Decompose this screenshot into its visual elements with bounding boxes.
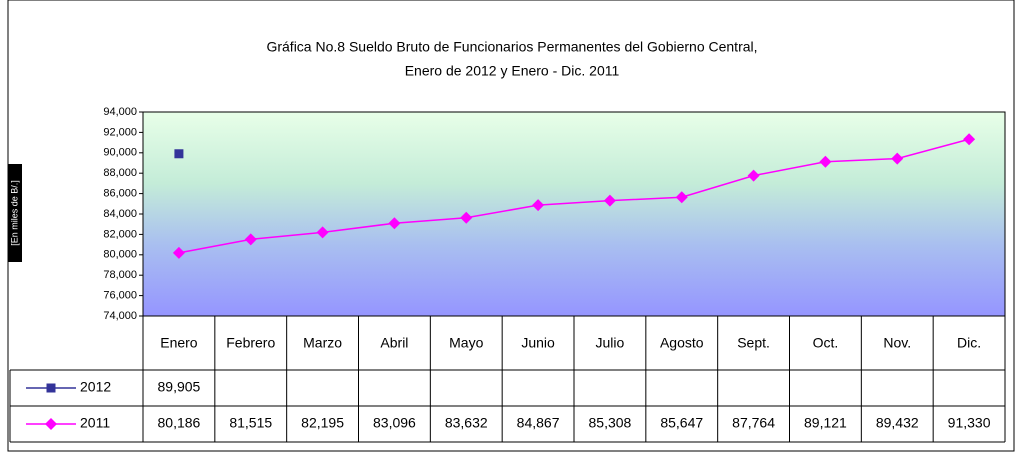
point [532, 199, 545, 212]
data-label: 89,432 [876, 415, 919, 431]
point [460, 211, 473, 224]
x-tick-label: Nov. [883, 335, 911, 351]
point [747, 169, 760, 182]
y-tick-label: 82,000 [103, 228, 137, 240]
data-label: 80,186 [158, 415, 201, 431]
data-label: 89,905 [158, 379, 201, 395]
x-tick-label: Febrero [226, 335, 275, 351]
point [963, 133, 976, 146]
data-label: 84,867 [517, 415, 560, 431]
x-tick-label: Marzo [303, 335, 342, 351]
point [172, 246, 185, 259]
x-tick-label: Enero [160, 335, 198, 351]
data-label: 87,764 [732, 415, 775, 431]
x-tick-label: Abril [380, 335, 408, 351]
y-axis-label: [En miles de B/.] [9, 180, 19, 246]
point [675, 191, 688, 204]
x-tick-label: Mayo [449, 335, 483, 351]
x-tick-label: Junio [521, 335, 555, 351]
y-tick-label: 74,000 [103, 310, 137, 322]
y-tick-label: 86,000 [103, 188, 137, 200]
legend-label: 2012 [80, 379, 111, 395]
y-tick-label: 88,000 [103, 167, 137, 179]
y-label-box [8, 164, 22, 262]
data-label: 82,195 [301, 415, 344, 431]
y-tick-label: 90,000 [103, 147, 137, 159]
data-label: 81,515 [229, 415, 272, 431]
x-tick-label: Dic. [957, 335, 981, 351]
data-label: 89,121 [804, 415, 847, 431]
y-tick-label: 94,000 [103, 106, 137, 118]
data-label: 91,330 [948, 415, 991, 431]
x-tick-label: Oct. [813, 335, 839, 351]
point [244, 233, 257, 246]
legend-label: 2011 [80, 415, 110, 431]
series-line [178, 138, 970, 254]
x-tick-label: Sept. [737, 335, 770, 351]
data-label: 85,308 [589, 415, 632, 431]
y-tick-label: 80,000 [103, 249, 137, 261]
y-tick-label: 78,000 [103, 269, 137, 281]
x-tick-label: Julio [596, 335, 625, 351]
point [891, 152, 904, 165]
point [316, 226, 329, 239]
point [174, 149, 184, 159]
data-label: 83,096 [373, 415, 416, 431]
data-label: 85,647 [660, 415, 703, 431]
point [819, 155, 832, 168]
y-tick-label: 92,000 [103, 126, 137, 138]
plot-area [142, 111, 1006, 317]
point [46, 383, 56, 393]
point [603, 194, 616, 207]
point [45, 418, 57, 430]
chart-title: Gráfica No.8 Sueldo Bruto de Funcionario… [266, 39, 757, 55]
y-tick-label: 76,000 [103, 290, 137, 302]
point [388, 217, 401, 230]
y-tick-label: 84,000 [103, 208, 137, 220]
data-label: 83,632 [445, 415, 488, 431]
chart-title: Enero de 2012 y Enero - Dic. 2011 [405, 63, 620, 79]
x-tick-label: Agosto [660, 335, 704, 351]
